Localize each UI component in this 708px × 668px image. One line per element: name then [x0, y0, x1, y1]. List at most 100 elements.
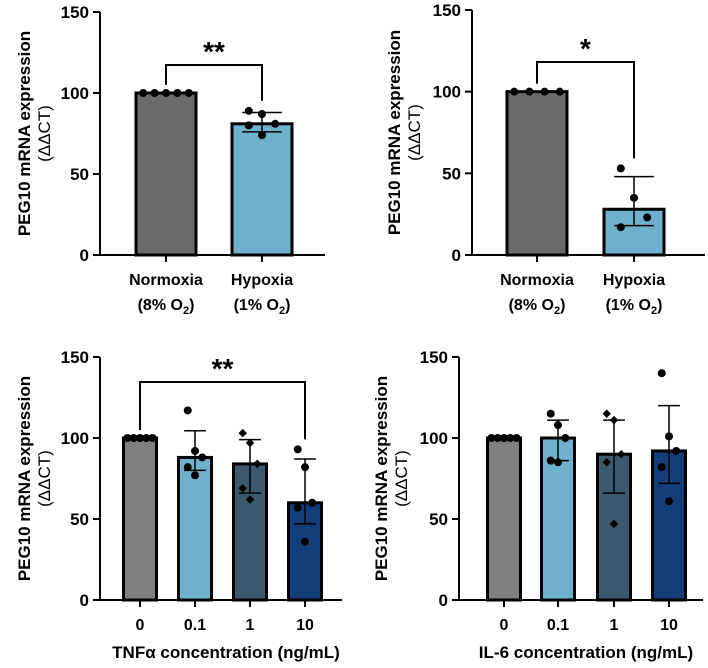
x-tick-label: 0 [500, 617, 509, 634]
x-tick-label: Normoxia [129, 272, 203, 289]
y-tick-label: 100 [420, 429, 448, 448]
chart-panel-4: 0 50 100 150 0 0.1 1 10 IL-6 concentration (ng/m… [372, 348, 703, 662]
y-tick-label: 150 [420, 348, 448, 367]
y-tick-label: 150 [61, 348, 89, 367]
label-part: (1% O [234, 297, 279, 314]
data-point [301, 537, 309, 546]
data-point [136, 434, 144, 442]
y-axis-label: PEG10 mRNA expression [15, 376, 34, 581]
data-point [609, 415, 619, 425]
x-tick-label: 10 [296, 617, 314, 634]
data-point [258, 110, 266, 119]
data-point [139, 89, 148, 97]
x-tick-sublabel: (1% O2) [606, 297, 663, 317]
bar [230, 122, 294, 257]
data-point [487, 434, 496, 442]
y-tick-label: 50 [70, 165, 89, 184]
label-part: (8% O [509, 297, 554, 314]
significance-label: ** [212, 353, 234, 384]
y-tick-label: 0 [80, 246, 89, 265]
y-axis-label: PEG10 mRNA expression [385, 30, 404, 235]
data-point [554, 458, 562, 467]
data-point [173, 89, 182, 97]
data-point [493, 434, 502, 442]
y-tick-label: 0 [80, 591, 89, 610]
data-point [184, 89, 193, 97]
bar [505, 90, 569, 257]
y-tick-label: 50 [442, 164, 461, 183]
data-point [293, 445, 302, 454]
y-axis-label-unit: (ΔΔCT) [35, 105, 54, 162]
data-point [510, 87, 519, 96]
data-point [506, 434, 515, 442]
data-point [665, 432, 673, 441]
data-point [244, 106, 253, 115]
data-point [643, 213, 652, 222]
x-tick-label: 1 [246, 617, 255, 634]
data-point [561, 434, 570, 442]
data-point [238, 428, 247, 438]
data-point [657, 463, 666, 472]
y-tick-label: 0 [452, 246, 461, 265]
label-part: ) [657, 297, 662, 314]
data-point [198, 453, 207, 462]
bar [134, 91, 198, 257]
y-axis-label-unit: (ΔΔCT) [405, 104, 424, 161]
subscript: 2 [183, 305, 189, 317]
significance-label: ** [203, 36, 225, 67]
data-point [183, 463, 192, 472]
data-point [271, 119, 280, 128]
data-point [602, 409, 611, 418]
y-tick-label: 150 [61, 3, 89, 22]
x-tick-label: 0.1 [547, 617, 569, 634]
y-tick-label: 100 [61, 84, 89, 103]
data-point [123, 434, 132, 442]
label-part: (8% O [138, 297, 183, 314]
data-point [245, 495, 255, 504]
bar [122, 436, 158, 602]
data-point [540, 87, 549, 96]
data-point [546, 409, 555, 418]
significance-bracket [139, 381, 306, 440]
y-tick-label: 50 [70, 510, 89, 529]
data-point [129, 434, 138, 442]
x-axis-label: TNFα concentration (ng/mL) [112, 643, 340, 662]
y-tick-label: 150 [433, 1, 461, 20]
data-point [602, 458, 611, 467]
x-tick-label: Hypoxia [603, 272, 665, 289]
data-point [308, 498, 317, 507]
data-point [191, 446, 199, 455]
bar [486, 436, 522, 602]
label-part: ) [560, 297, 565, 314]
data-point [665, 497, 673, 506]
x-tick-label: 0.1 [184, 617, 206, 634]
x-tick-label: Normoxia [500, 272, 574, 289]
y-axis-label-unit: (ΔΔCT) [35, 450, 54, 507]
data-point [657, 369, 666, 378]
data-point [554, 421, 562, 430]
data-point [244, 121, 253, 130]
data-point [150, 89, 159, 97]
data-point [258, 131, 266, 140]
y-axis-label: PEG10 mRNA expression [15, 31, 34, 236]
data-point [301, 463, 309, 472]
significance-label: * [580, 33, 591, 64]
chart-panel-2: 0 50 100 150 Normoxia (8% O2) Hypoxia (1% O2) PE… [385, 1, 705, 317]
y-tick-label: 100 [433, 83, 461, 102]
data-point [500, 434, 508, 442]
x-tick-sublabel: (1% O2) [234, 297, 291, 317]
data-point [238, 483, 247, 493]
data-point [617, 449, 626, 459]
label-part: ) [189, 297, 194, 314]
y-tick-label: 100 [61, 429, 89, 448]
subscript: 2 [554, 305, 560, 317]
x-tick-label: 1 [610, 617, 619, 634]
label-part: (1% O [606, 297, 651, 314]
y-tick-label: 50 [429, 510, 448, 529]
data-point [142, 434, 151, 442]
data-point [162, 89, 170, 97]
chart-panel-3: 0 50 100 150 0 0.1 1 10 TNFα concentration (ng/m… [15, 348, 342, 662]
significance-bracket [165, 64, 263, 101]
x-tick-label: Hypoxia [231, 272, 293, 289]
